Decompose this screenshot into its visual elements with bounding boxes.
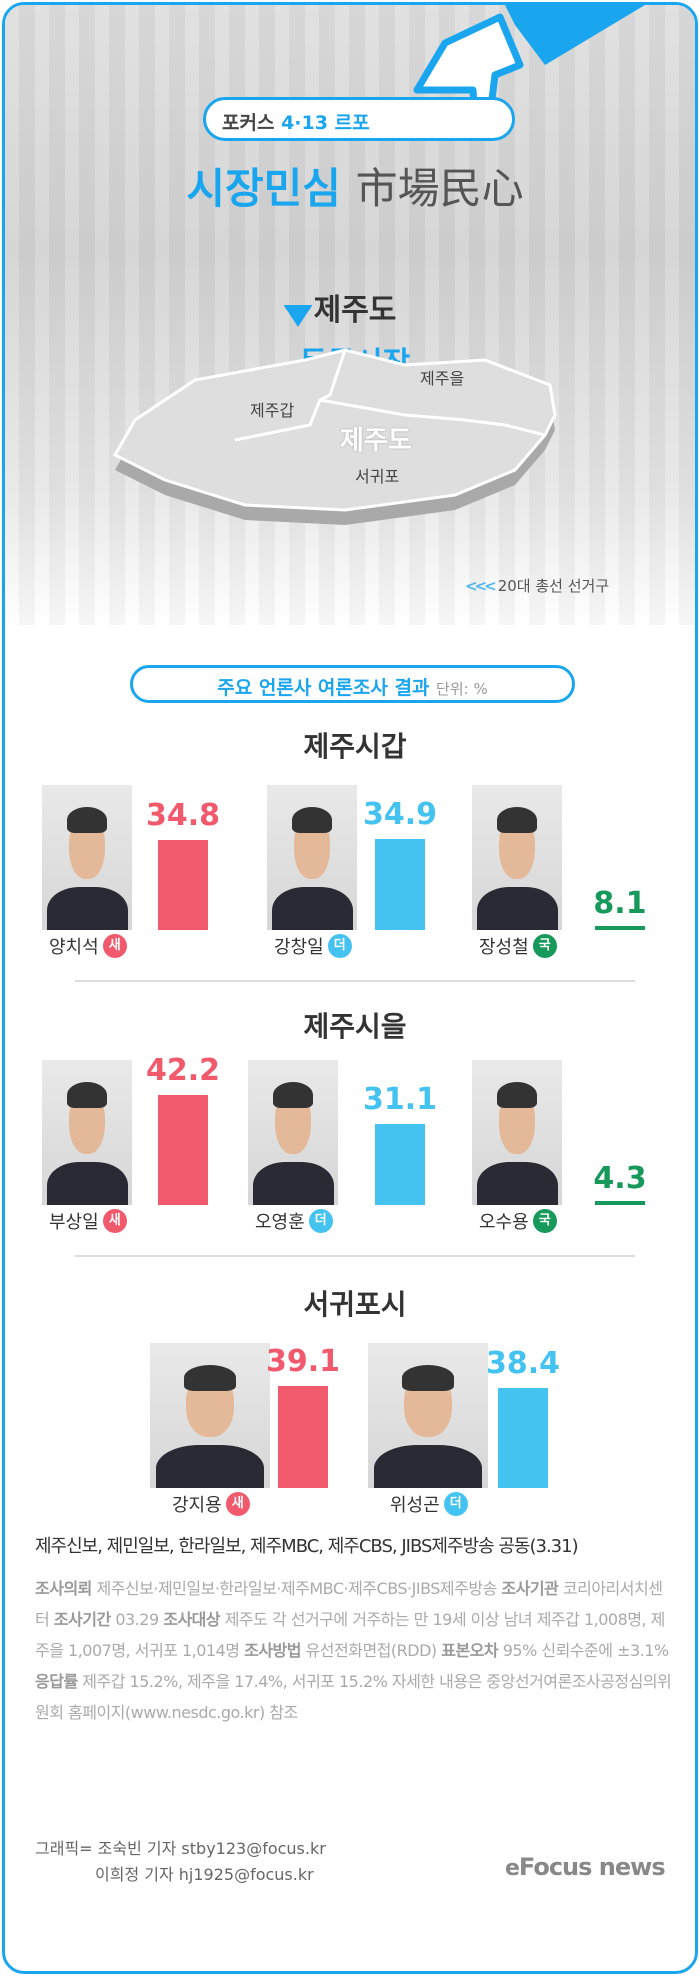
value-label: 34.9: [362, 797, 438, 833]
detail-key: 조사기간: [53, 1610, 111, 1629]
candidate-photo: [150, 1343, 270, 1488]
region-name: 제주도: [313, 293, 397, 328]
name-text: 위성곤: [390, 1495, 440, 1516]
party-badge: 더: [327, 934, 352, 958]
candidate-photo: [42, 785, 132, 930]
party-badge: 국: [532, 1209, 557, 1233]
detail-value: 유선전화면접(RDD): [305, 1641, 438, 1660]
map-legend: <<< 20대 총선 선거구: [465, 575, 609, 596]
district-title: 제주시을: [303, 1010, 407, 1043]
name-text: 오영훈: [255, 1212, 305, 1233]
name-text: 장성철: [479, 937, 529, 958]
name-text: 오수용: [479, 1212, 529, 1233]
page-title: 시장민심 市場民心: [5, 155, 695, 216]
value-label: 8.1: [593, 886, 647, 921]
focus-news-logo: eFocus news: [505, 1853, 666, 1881]
map-pin-icon: [283, 305, 313, 327]
candidate-name: 강지용 새: [172, 1491, 250, 1517]
candidate-photo: [368, 1343, 488, 1488]
bar-강창일: [375, 839, 425, 930]
map-center-label: 제주도: [340, 426, 412, 456]
candidate-photo: [267, 785, 357, 930]
candidate-name: 위성곤 더: [390, 1491, 468, 1517]
candidate-photo: [42, 1060, 132, 1205]
bar-강지용: [278, 1386, 328, 1488]
name-text: 강지용: [172, 1495, 222, 1516]
value-label: 42.2: [145, 1053, 221, 1089]
value-label: 39.1: [265, 1344, 341, 1380]
legend-text: 20대 총선 선거구: [497, 577, 610, 595]
detail-key: 조사대상: [163, 1610, 221, 1629]
district-title: 제주시갑: [303, 730, 407, 763]
credit-reporter: 이희정 기자 hj1925@focus.kr: [95, 1865, 314, 1884]
party-badge: 국: [532, 934, 557, 958]
detail-key: 표본오차: [441, 1641, 499, 1660]
party-badge: 새: [225, 1492, 250, 1516]
detail-value: 제주신보·제민일보·한라일보·제주MBC·제주CBS·JIBS제주방송: [96, 1579, 497, 1598]
jeju-map: [112, 305, 557, 525]
candidate-name: 장성철 국: [479, 933, 557, 959]
series-label: 포커스 4·13 르포: [203, 97, 515, 141]
candidate-name: 부상일 새: [49, 1208, 127, 1234]
name-text: 양치석: [49, 937, 99, 958]
detail-value: 제주갑 15.2%, 제주을 17.4%, 서귀포 15.2% 자세한 내용은 …: [35, 1672, 672, 1722]
poll-source: 제주신보, 제민일보, 한라일보, 제주MBC, 제주CBS, JIBS제주방송…: [35, 1536, 579, 1557]
series-prefix: 포커스: [222, 112, 275, 134]
bar-위성곤: [498, 1388, 548, 1488]
candidate-name: 양치석 새: [49, 933, 127, 959]
candidate-name: 강창일 더: [274, 933, 352, 959]
district-title: 서귀포시: [303, 1288, 407, 1321]
party-badge: 새: [102, 934, 127, 958]
detail-value: 95% 신뢰수준에 ±3.1%: [502, 1641, 669, 1660]
party-badge: 더: [443, 1492, 468, 1516]
map-label-jeju-gap: 제주갑: [250, 401, 295, 420]
detail-value: 코리아리서치센터: [35, 1579, 663, 1629]
name-text: 강창일: [274, 937, 324, 958]
bar-양치석: [158, 839, 208, 930]
detail-value: 03.29: [115, 1610, 159, 1629]
candidate-photo: [472, 1060, 562, 1205]
map-label-seogwipo: 서귀포: [355, 467, 400, 486]
credit-graphic: 그래픽= 조숙빈 기자 stby123@focus.kr: [35, 1839, 326, 1858]
party-badge: 새: [102, 1209, 127, 1233]
title-korean: 시장민심: [186, 164, 341, 213]
value-label: 34.8: [145, 797, 221, 833]
detail-key: 응답률: [35, 1672, 78, 1691]
name-text: 부상일: [49, 1212, 99, 1233]
map-label-jeju-eul: 제주을: [420, 369, 465, 388]
poll-details: 조사의뢰 제주신보·제민일보·한라일보·제주MBC·제주CBS·JIBS제주방송…: [35, 1573, 675, 1728]
value-label: 4.3: [593, 1161, 647, 1196]
bar-부상일: [158, 1095, 208, 1205]
section-title: 주요 언론사 여론조사 결과 단위: %: [130, 665, 575, 703]
series-suffix: 르포: [334, 112, 370, 134]
candidate-photo: [472, 785, 562, 930]
section-title-text: 주요 언론사 여론조사 결과: [217, 677, 430, 699]
bar-장성철: [595, 926, 645, 930]
unit-label: 단위: %: [436, 680, 488, 698]
party-badge: 더: [308, 1209, 333, 1233]
detail-key: 조사기관: [501, 1579, 559, 1598]
candidate-photo: [248, 1060, 338, 1205]
detail-key: 조사방법: [244, 1641, 301, 1660]
divider: [75, 1255, 635, 1257]
candidate-name: 오영훈 더: [255, 1208, 333, 1234]
detail-key: 조사의뢰: [35, 1579, 92, 1598]
logo-e-icon: e: [505, 1856, 520, 1881]
divider: [75, 980, 635, 982]
title-hanja: 市場民心: [355, 164, 524, 213]
series-date: 4·13: [281, 112, 328, 134]
chevrons-icon: <<<: [465, 577, 497, 595]
value-label: 38.4: [485, 1346, 561, 1382]
bar-오수용: [595, 1201, 645, 1205]
detail-value: 제주도 각 선거구에 거주하는 만 19세 이상 남녀 제주갑 1,008명, …: [35, 1610, 665, 1660]
candidate-name: 오수용 국: [479, 1208, 557, 1234]
value-label: 31.1: [362, 1082, 438, 1118]
bar-오영훈: [375, 1124, 425, 1205]
